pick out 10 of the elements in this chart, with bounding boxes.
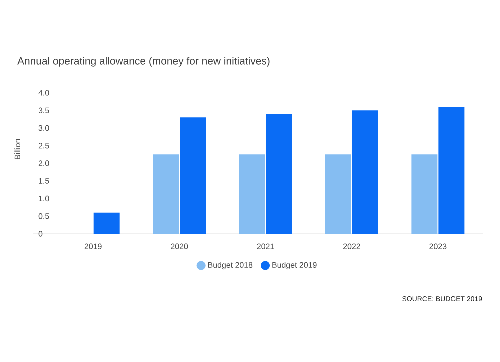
bar [180,118,206,234]
bar [352,110,378,234]
bar [239,154,266,234]
bar [325,154,352,234]
bar [438,107,465,234]
bar [266,114,292,234]
bar [94,212,120,234]
bar [153,154,180,234]
bar [412,154,438,234]
chart-title: Annual operating allowance (money for new initiatives) [18,57,270,67]
